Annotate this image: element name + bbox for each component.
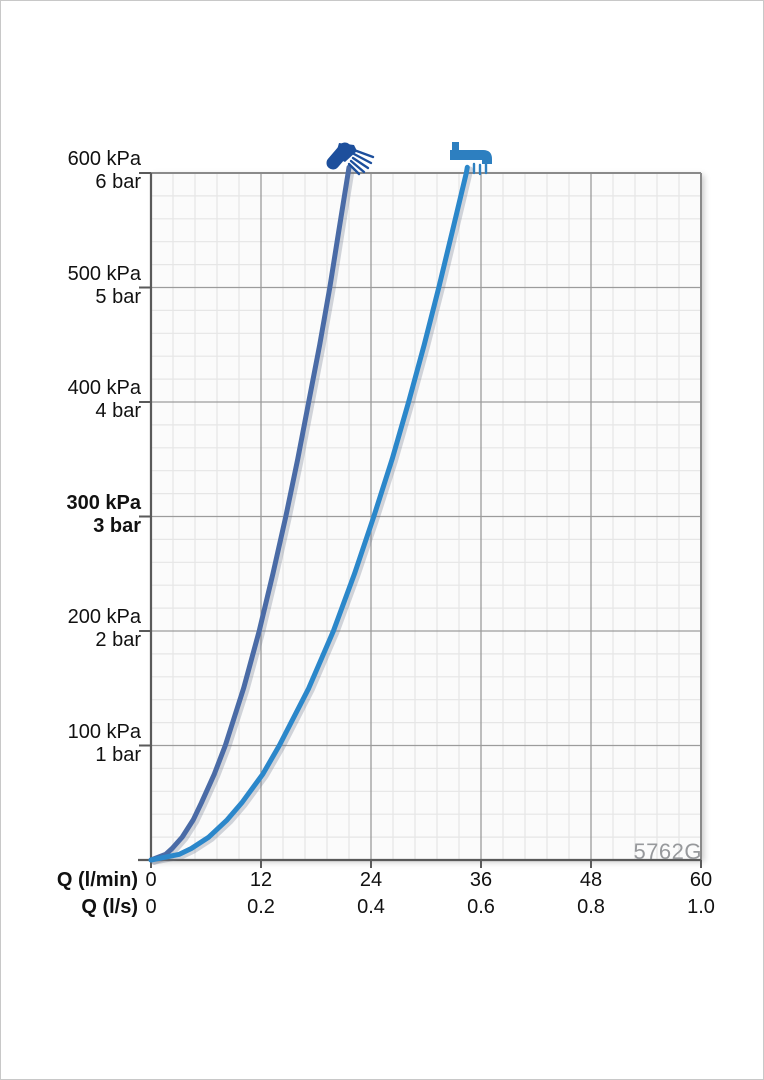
x-tick-label: 1.0 bbox=[687, 896, 715, 918]
y-axis-label-100kpa: 100 kPa 1 bar bbox=[67, 720, 141, 766]
hand-shower-icon bbox=[326, 142, 375, 176]
x-tick-label: 12 bbox=[249, 869, 273, 891]
x-tick-label: 0.6 bbox=[467, 896, 495, 918]
spout-icon bbox=[450, 142, 492, 176]
x-tick-label: 36 bbox=[469, 869, 493, 891]
y-axis-label-400kpa: 400 kPa 4 bar bbox=[67, 377, 141, 422]
x-axis-row1-header: Q (l/min) bbox=[56, 869, 138, 891]
x-tick-label: 0 bbox=[145, 896, 157, 918]
y-axis-label-200kpa: 200 kPa 2 bar bbox=[67, 606, 141, 651]
x-tick-label: 24 bbox=[359, 869, 383, 891]
x-tick-label: 0.2 bbox=[247, 896, 275, 918]
x-tick-label: 0 bbox=[145, 869, 157, 891]
curve-spout bbox=[148, 164, 470, 863]
x-tick-label: 0.4 bbox=[357, 896, 385, 918]
y-axis-label-600kpa: 600 kPa 6 bar bbox=[67, 148, 141, 193]
x-tick-label: 48 bbox=[579, 869, 603, 891]
watermark: 5762G bbox=[633, 839, 702, 864]
x-tick-label: 0.8 bbox=[577, 896, 605, 918]
y-axis-label-300kpa: 300 kPa 3 bar bbox=[66, 491, 141, 537]
y-axis-label-500kpa: 500 kPa 5 bar bbox=[67, 262, 141, 308]
x-axis-row2-header: Q (l/s) bbox=[81, 896, 138, 918]
x-tick-label: 60 bbox=[689, 869, 713, 891]
curve-hand-shower bbox=[148, 164, 352, 863]
